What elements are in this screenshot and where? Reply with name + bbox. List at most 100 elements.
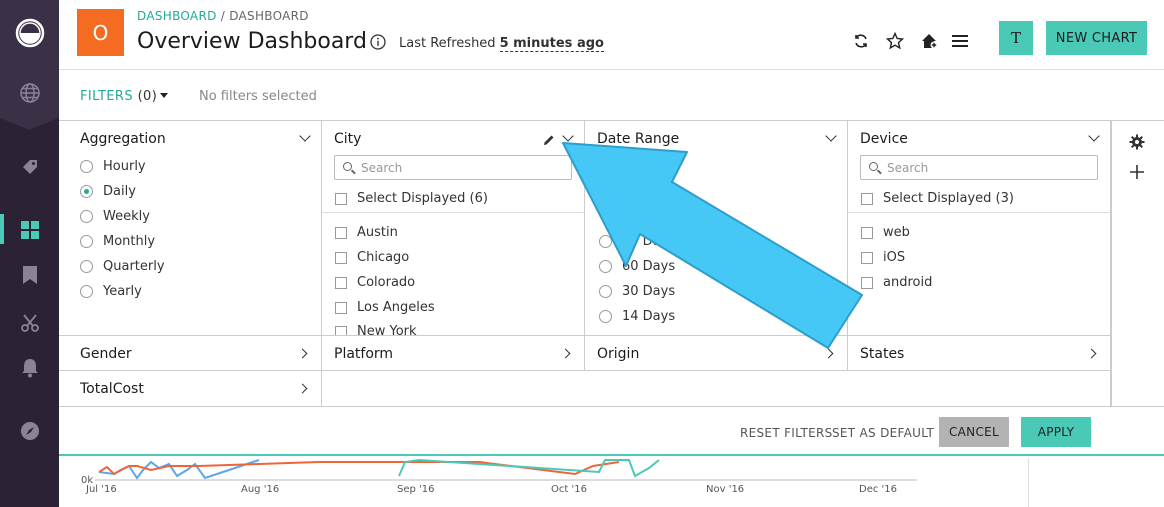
checkbox[interactable] <box>335 301 347 314</box>
chevron-right-icon[interactable] <box>1086 348 1097 359</box>
compass-icon[interactable] <box>14 415 45 446</box>
totalcost-panel[interactable]: TotalCost <box>59 371 322 406</box>
radio-circle-selected[interactable] <box>80 185 93 198</box>
gender-panel[interactable]: Gender <box>59 336 322 371</box>
checkbox[interactable] <box>335 325 347 335</box>
chevron-right-icon[interactable] <box>297 348 308 359</box>
scissors-icon[interactable] <box>14 307 45 338</box>
chevron-down-icon[interactable] <box>299 130 311 142</box>
origin-panel[interactable]: Origin <box>585 336 848 371</box>
device-option-android[interactable]: android <box>861 275 932 290</box>
radio-circle[interactable] <box>80 210 93 223</box>
states-panel[interactable]: States <box>848 336 1111 371</box>
chevron-down-icon[interactable] <box>825 130 837 142</box>
city-option-chicago[interactable]: Chicago <box>335 250 409 265</box>
home-add-icon[interactable] <box>919 31 939 51</box>
date-range-panel: Date Range 90 Days 60 Days 30 Days 14 Da… <box>585 121 848 336</box>
city-option-new-york[interactable]: New York <box>335 324 417 336</box>
radio-circle[interactable] <box>599 235 612 248</box>
set-as-default-button[interactable]: SET AS DEFAULT <box>832 426 935 440</box>
checkbox[interactable] <box>861 226 873 239</box>
reset-filters-button[interactable]: RESET FILTERS <box>740 426 833 440</box>
city-select-displayed[interactable]: Select Displayed (6) <box>335 191 488 206</box>
star-icon[interactable] <box>885 31 905 51</box>
city-option-los-angeles[interactable]: Los Angeles <box>335 300 435 315</box>
device-select-displayed[interactable]: Select Displayed (3) <box>861 191 1014 206</box>
device-option-ios[interactable]: iOS <box>861 250 905 265</box>
pencil-icon[interactable] <box>543 131 555 150</box>
chevron-right-icon[interactable] <box>560 348 571 359</box>
user-avatar[interactable]: T <box>999 21 1033 55</box>
series-orange-line <box>98 461 620 476</box>
checkbox[interactable] <box>335 276 347 289</box>
radio-60-days[interactable]: 60 Days <box>599 259 675 274</box>
checkbox[interactable] <box>335 192 347 205</box>
search-placeholder: Search <box>887 160 929 175</box>
radio-30-days[interactable]: 30 Days <box>599 284 675 299</box>
city-option-austin[interactable]: Austin <box>335 225 398 240</box>
app-logo-icon[interactable] <box>14 17 45 48</box>
device-option-web[interactable]: web <box>861 225 910 240</box>
radio-circle[interactable] <box>80 260 93 273</box>
platform-panel[interactable]: Platform <box>322 336 585 371</box>
refresh-icon[interactable] <box>851 31 871 51</box>
last-refreshed-value[interactable]: 5 minutes ago <box>499 36 604 52</box>
radio-circle[interactable] <box>80 235 93 248</box>
radio-circle[interactable] <box>599 260 612 273</box>
radio-quarterly[interactable]: Quarterly <box>80 259 165 274</box>
checkbox[interactable] <box>861 192 873 205</box>
dashboard-grid-icon[interactable] <box>14 214 45 245</box>
device-search-input[interactable]: Search <box>860 155 1098 180</box>
plus-icon[interactable] <box>1130 164 1144 183</box>
divider <box>1028 458 1029 507</box>
radio-circle[interactable] <box>80 160 93 173</box>
panel-tools <box>1111 120 1164 406</box>
series-teal-line <box>398 458 660 478</box>
chevron-down-icon[interactable] <box>1088 130 1100 142</box>
aggregation-panel: Aggregation Hourly Daily Weekly Monthly … <box>59 121 322 336</box>
radio-label: Yearly <box>103 284 142 299</box>
bookmark-icon[interactable] <box>14 259 45 290</box>
gear-icon[interactable] <box>1129 134 1145 154</box>
radio-label: Daily <box>103 184 136 199</box>
apply-button[interactable]: APPLY <box>1021 417 1091 447</box>
radio-circle[interactable] <box>599 310 612 323</box>
chevron-right-icon[interactable] <box>297 383 308 394</box>
dashboard-logo: O <box>77 9 124 56</box>
checkbox-label: New York <box>357 324 417 336</box>
globe-icon[interactable] <box>14 77 45 108</box>
radio-90-days[interactable]: 90 Days <box>599 234 675 249</box>
breadcrumb-link[interactable]: DASHBOARD <box>137 9 217 23</box>
radio-label: Hourly <box>103 159 146 174</box>
radio-yearly[interactable]: Yearly <box>80 284 142 299</box>
radio-hourly[interactable]: Hourly <box>80 159 146 174</box>
empty-panel-slot <box>322 371 1111 406</box>
radio-monthly[interactable]: Monthly <box>80 234 155 249</box>
bell-icon[interactable] <box>14 352 45 383</box>
radio-weekly[interactable]: Weekly <box>80 209 150 224</box>
city-option-colorado[interactable]: Colorado <box>335 275 415 290</box>
radio-circle[interactable] <box>599 285 612 298</box>
device-panel: Device Search Select Displayed (3) web i… <box>848 121 1111 336</box>
caret-down-icon[interactable] <box>160 93 168 98</box>
chevron-right-icon[interactable] <box>823 348 834 359</box>
radio-daily[interactable]: Daily <box>80 184 136 199</box>
checkbox[interactable] <box>335 251 347 264</box>
info-icon[interactable] <box>370 34 386 54</box>
breadcrumb-separator: / <box>216 9 230 23</box>
filters-toggle[interactable]: FILTERS (0) <box>80 89 157 104</box>
radio-circle[interactable] <box>80 285 93 298</box>
x-tick-label: Nov '16 <box>706 484 745 495</box>
new-chart-button[interactable]: NEW CHART <box>1046 21 1147 55</box>
cancel-button[interactable]: CANCEL <box>939 417 1009 447</box>
menu-icon[interactable] <box>950 31 970 51</box>
radio-14-days[interactable]: 14 Days <box>599 309 675 324</box>
city-search-input[interactable]: Search <box>334 155 572 180</box>
checkbox[interactable] <box>335 226 347 239</box>
chart-area: 0k Jul '16 Aug '16 Sep '16 Oct '16 Nov '… <box>59 458 1164 507</box>
chevron-down-icon[interactable] <box>562 130 574 142</box>
tag-icon[interactable] <box>14 151 45 182</box>
checkbox[interactable] <box>861 276 873 289</box>
aggregation-title: Aggregation <box>80 131 166 147</box>
checkbox[interactable] <box>861 251 873 264</box>
